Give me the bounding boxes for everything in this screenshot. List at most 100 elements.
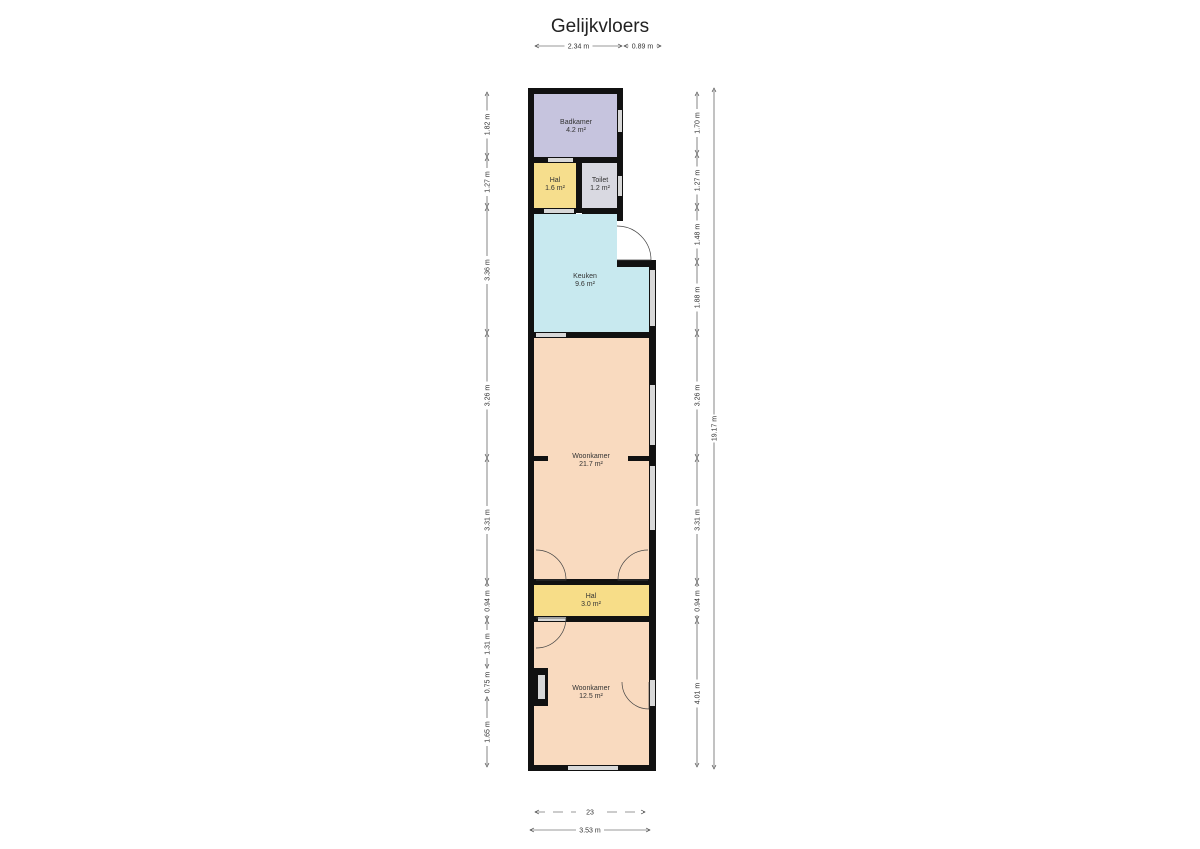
- dimension-right-bg: [693, 220, 701, 249]
- window: [538, 617, 566, 621]
- dimension-bottom: 23: [586, 810, 594, 817]
- room-floor: [534, 94, 617, 158]
- window: [536, 333, 566, 337]
- window: [618, 110, 622, 132]
- dimension-right: 3.26 m: [695, 385, 702, 407]
- dimension-left-arrow: [484, 696, 490, 768]
- dimension-right: 0.94 m: [695, 590, 702, 612]
- door-arc: [535, 617, 567, 649]
- dimension-left-bg: [483, 110, 491, 139]
- room-name: Woonkamer: [572, 685, 610, 692]
- room-area: 12.5 m²: [579, 693, 603, 700]
- dimension-right: 1.88 m: [695, 287, 702, 309]
- dimension-right-bg: [693, 381, 701, 410]
- dimension-left: 3.31 m: [485, 509, 492, 531]
- room-floor: [582, 163, 617, 208]
- dimension-right: 1.70 m: [695, 112, 702, 134]
- window: [650, 680, 655, 706]
- room-area: 4.2 m²: [566, 127, 587, 134]
- dimension-right-bg: [693, 166, 701, 195]
- dimension-top-arrow: [623, 43, 662, 49]
- window: [568, 766, 618, 770]
- dimension-left: 3.26 m: [485, 385, 492, 407]
- room-floor: [534, 163, 576, 208]
- room-name: Hal: [586, 593, 597, 600]
- dimension-left: 1.82 m: [485, 114, 492, 136]
- door-arc: [535, 549, 567, 581]
- dimension-bottom-bg: [576, 807, 604, 817]
- window: [650, 270, 655, 326]
- room-area: 1.2 m²: [590, 185, 611, 192]
- room-name: Woonkamer: [572, 453, 610, 460]
- room-name: Hal: [550, 177, 561, 184]
- window: [538, 675, 545, 699]
- dimension-left-bg: [483, 630, 491, 658]
- dimension-right-bg: [693, 506, 701, 534]
- dimension-left: 1.27 m: [485, 171, 492, 193]
- wall: [528, 88, 622, 94]
- dimension-left-bg: [483, 506, 491, 534]
- door-arc: [617, 549, 649, 581]
- dimension-bottom-width: 3.53 m: [579, 828, 601, 835]
- window: [650, 466, 655, 530]
- dimension-left-bg: [483, 587, 491, 615]
- dimension-right-bg: [693, 283, 701, 312]
- room-name: Keuken: [573, 273, 597, 280]
- room-area: 3.0 m²: [581, 601, 602, 608]
- wall: [576, 157, 582, 213]
- dimension-right: 1.27 m: [695, 170, 702, 192]
- room-name: Toilet: [592, 177, 608, 184]
- wall: [528, 332, 656, 338]
- room-floor: [534, 214, 649, 332]
- room-floor: [534, 585, 649, 617]
- dimension-left-bg: [483, 718, 491, 746]
- dimension-left: 1.31 m: [485, 633, 492, 655]
- wall: [617, 260, 656, 267]
- room-area: 21.7 m²: [579, 461, 603, 468]
- dimension-left-bg: [483, 256, 491, 284]
- wall: [528, 579, 656, 585]
- window: [650, 385, 655, 445]
- dimension-left: 3.36 m: [485, 259, 492, 281]
- door-arc: [616, 225, 652, 261]
- dimension-bottom-width-arrow: [529, 827, 651, 833]
- window: [618, 176, 622, 196]
- wall: [628, 456, 656, 461]
- dimension-total-height-arrow: [711, 87, 717, 770]
- dimension-top: 0.89 m: [632, 44, 654, 51]
- dimension-bottom-arrow: [534, 809, 646, 815]
- dimension-left: 0.75 m: [485, 672, 492, 694]
- dimension-left: 0.94 m: [485, 590, 492, 612]
- dimension-right: 1.48 m: [695, 224, 702, 246]
- wall: [617, 88, 623, 221]
- dimension-right: 3.31 m: [695, 509, 702, 531]
- dimension-top-bg: [628, 41, 657, 51]
- room-area: 9.6 m²: [575, 281, 596, 288]
- dimension-left-bg: [483, 381, 491, 410]
- dimension-top-bg: [564, 41, 593, 51]
- room-area: 1.6 m²: [545, 185, 566, 192]
- wall: [528, 616, 656, 622]
- dimension-right-bg: [693, 587, 701, 615]
- floor-title: Gelijkvloers: [550, 16, 650, 37]
- window: [548, 158, 573, 162]
- wall: [528, 157, 623, 163]
- dimension-total-height: 19.17 m: [712, 416, 719, 441]
- window: [544, 209, 574, 213]
- wall: [582, 208, 623, 214]
- dimension-right-bg: [693, 679, 701, 708]
- dimension-total-height-bg: [710, 414, 718, 443]
- dimension-top: 2.34 m: [568, 44, 590, 51]
- dimension-top-arrow: [534, 43, 623, 49]
- dimension-right: 4.01 m: [695, 683, 702, 705]
- dimension-bottom-width-bg: [576, 825, 604, 835]
- dimension-right-bg: [693, 109, 701, 137]
- dimension-left-bg: [483, 668, 491, 697]
- wall: [528, 88, 534, 771]
- room-floor: [534, 338, 649, 580]
- door-arc: [621, 681, 650, 710]
- dimension-right-arrow: [694, 619, 700, 768]
- wall: [528, 456, 548, 461]
- dimension-left-bg: [483, 168, 491, 196]
